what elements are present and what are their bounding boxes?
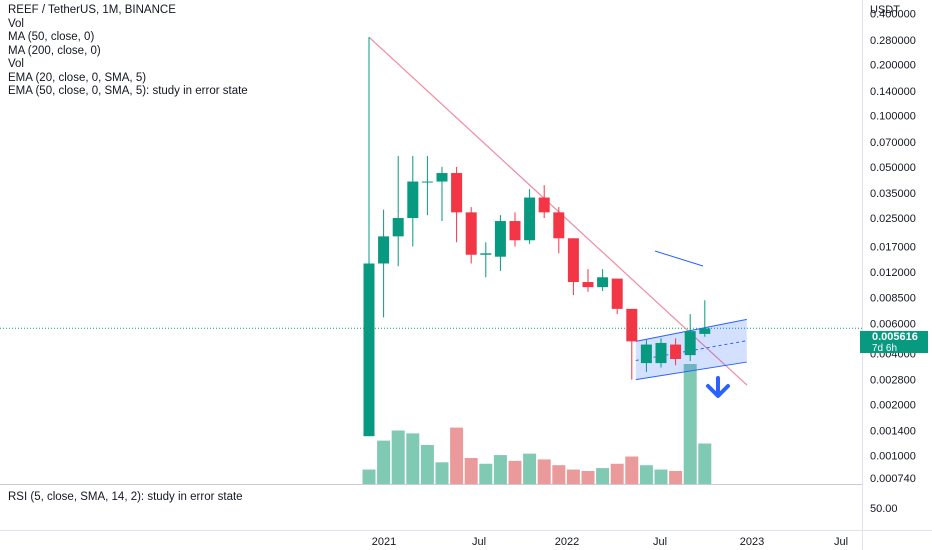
- volume-bar: [479, 463, 493, 484]
- candle-body: [597, 277, 609, 288]
- legend-line: EMA (50, close, 0, SMA, 5): study in err…: [8, 85, 248, 97]
- volume-bar: [669, 470, 683, 484]
- candle-body: [538, 197, 550, 213]
- chart-legend: REEF / TetherUS, 1M, BINANCE Vol MA (50,…: [8, 4, 248, 99]
- price-tick-label: 0.000740: [870, 473, 916, 485]
- price-tick-label: 0.140000: [870, 86, 916, 98]
- volume-bar: [435, 462, 449, 484]
- price-tick-label: 0.025000: [870, 213, 916, 225]
- candle-body: [436, 173, 448, 182]
- volume-bar: [377, 440, 391, 484]
- volume-bar: [420, 444, 434, 484]
- price-tick-label: 0.002800: [870, 375, 916, 387]
- candle-body: [567, 238, 579, 283]
- volume-bar: [406, 433, 420, 484]
- candle-body: [655, 342, 667, 364]
- candle-body: [509, 221, 521, 241]
- time-tick-label: 2021: [372, 536, 396, 548]
- candle-body: [421, 181, 433, 183]
- current-price-tag: 0.005616 7d 6h: [860, 331, 928, 354]
- time-axis[interactable]: 2021 Jul 2022 Jul 2023 Jul: [372, 536, 848, 548]
- price-tick-label: 0.008500: [870, 293, 916, 305]
- legend-line: Vol: [8, 17, 24, 30]
- volume-bar: [566, 469, 580, 484]
- down-arrow: [706, 376, 730, 398]
- volume-bar: [464, 457, 478, 484]
- time-tick-label: Jul: [653, 536, 667, 548]
- volume-bar: [639, 465, 653, 484]
- price-tick-label: 0.200000: [870, 60, 916, 72]
- price-tick-label: 0.035000: [870, 188, 916, 200]
- price-tick-label: 0.001000: [870, 451, 916, 463]
- candle-body: [553, 212, 565, 239]
- volume-bar: [683, 364, 697, 484]
- legend-line: MA (50, close, 0): [8, 31, 95, 43]
- volume-bar: [391, 430, 405, 484]
- price-tick-label: 0.017000: [870, 241, 916, 253]
- price-tick-label: 0.050000: [870, 162, 916, 174]
- volume-bar: [508, 460, 522, 484]
- candle-body: [363, 263, 375, 437]
- volume-bar: [654, 469, 668, 484]
- candle-body: [465, 212, 477, 255]
- candle-body: [524, 197, 536, 241]
- price-tick-label: 0.001400: [870, 426, 916, 438]
- volume-bar: [493, 455, 507, 484]
- legend-line: EMA (20, close, 0, SMA, 5): [8, 71, 147, 84]
- rsi-tick-label: 50.00: [870, 503, 898, 515]
- price-tick-label: 0.400000: [870, 8, 916, 20]
- price-tick-label: 0.070000: [870, 137, 916, 149]
- volume-bar: [625, 456, 639, 484]
- price-tick-label: 0.012000: [870, 267, 916, 279]
- channel-lower-line: [635, 361, 747, 381]
- candle-body: [611, 278, 623, 309]
- price-tick-label: 0.006000: [870, 318, 916, 330]
- time-tick-label: 2022: [555, 536, 579, 548]
- volume-bar: [610, 463, 624, 484]
- volume-bar: [581, 470, 595, 484]
- legend-title: REEF / TetherUS, 1M, BINANCE: [8, 4, 176, 16]
- candle-body: [640, 344, 652, 364]
- candle-body: [670, 344, 682, 360]
- volume-bar: [537, 459, 551, 484]
- descending-trendline: [368, 36, 748, 386]
- legend-line: MA (200, close, 0): [8, 44, 101, 57]
- rsi-pane-label: RSI (5, close, SMA, 14, 2): study in err…: [8, 491, 243, 503]
- volume-bars: [362, 364, 712, 484]
- candle-body: [626, 308, 638, 342]
- volume-bar: [523, 453, 537, 484]
- candle-body: [480, 253, 492, 255]
- short-line: [654, 250, 704, 267]
- candle-body: [451, 173, 463, 213]
- time-tick-label: Jul: [834, 536, 848, 548]
- candle-body: [494, 221, 506, 257]
- price-tick-label: 0.100000: [870, 111, 916, 123]
- price-tick-label: 0.002000: [870, 399, 916, 411]
- time-tick-label: 2023: [740, 536, 764, 548]
- candles: [363, 37, 711, 437]
- volume-bar: [596, 468, 610, 484]
- volume-bar: [552, 465, 566, 484]
- volume-bar: [698, 443, 712, 484]
- price-tick-label: 0.280000: [870, 35, 916, 47]
- legend-line: Vol: [8, 58, 24, 70]
- candle-body: [684, 331, 696, 356]
- price-axis-currency: USDT: [870, 4, 900, 16]
- candle-body: [699, 328, 711, 334]
- channel-upper-line: [635, 318, 747, 342]
- time-tick-label: Jul: [472, 536, 486, 548]
- volume-bar: [450, 427, 464, 484]
- candle-body: [407, 181, 419, 219]
- candle-body: [392, 218, 404, 237]
- candle-body: [378, 236, 390, 264]
- current-price: 0.005616: [872, 331, 918, 343]
- volume-bar: [362, 469, 376, 484]
- countdown: 7d 6h: [872, 343, 898, 354]
- candle-body: [582, 282, 594, 288]
